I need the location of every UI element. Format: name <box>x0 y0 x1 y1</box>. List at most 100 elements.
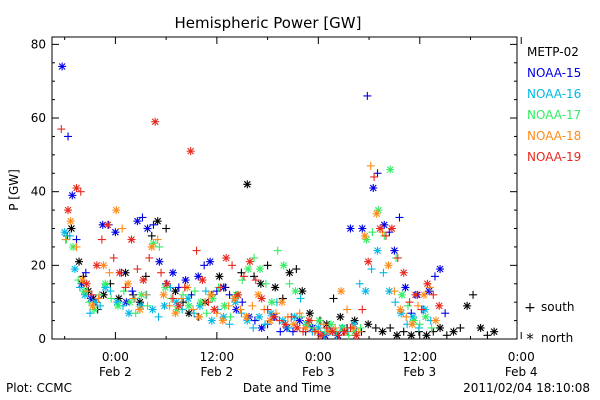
south-point <box>429 290 438 299</box>
north-point <box>463 301 472 310</box>
x-tick-date-label: Feb 2 <box>99 365 132 379</box>
north-point <box>291 287 300 296</box>
south-point <box>143 301 152 310</box>
north-point <box>396 305 405 314</box>
footer-plot-credit: Plot: CCMC <box>6 381 72 395</box>
north-point <box>155 257 164 266</box>
north-point <box>242 312 251 321</box>
south-point <box>138 213 147 222</box>
legend-item: METP-02 <box>527 45 579 59</box>
north-point <box>298 287 307 296</box>
south-point <box>118 224 127 233</box>
south-point <box>370 172 379 181</box>
south-point <box>61 235 70 244</box>
north-point <box>66 217 75 226</box>
north-point <box>113 301 122 310</box>
north-point <box>327 320 335 329</box>
south-point <box>296 294 305 303</box>
south-point <box>236 305 245 314</box>
north-point <box>82 279 91 288</box>
north-point <box>277 298 286 307</box>
north-point <box>350 316 359 325</box>
south-point <box>249 323 258 332</box>
south-point <box>405 298 414 307</box>
south-point <box>190 287 199 296</box>
south-point <box>107 294 116 303</box>
north-point <box>380 220 389 229</box>
south-point <box>319 320 328 329</box>
south-point <box>153 235 162 244</box>
south-point <box>366 161 375 170</box>
south-point <box>106 287 115 296</box>
north-point <box>198 276 207 285</box>
chart-title: Hemispheric Power [GW] <box>175 14 362 32</box>
legend-item: NOAA-17 <box>527 108 581 122</box>
south-point <box>239 272 248 281</box>
north-point <box>358 224 367 233</box>
south-point <box>356 323 365 332</box>
south-point <box>200 261 209 270</box>
south-point <box>202 309 211 318</box>
north-point <box>346 224 355 233</box>
south-point <box>57 125 66 134</box>
south-point <box>442 331 451 340</box>
north-point <box>399 268 408 277</box>
north-point <box>127 235 136 244</box>
south-point <box>250 253 259 262</box>
footer-timestamp: 2011/02/04 18:10:08 <box>463 381 590 395</box>
south-point <box>417 305 426 314</box>
south-point <box>154 312 163 321</box>
south-point <box>299 327 308 336</box>
south-point <box>329 294 338 303</box>
north-point <box>135 305 144 314</box>
south-point <box>295 309 304 318</box>
north-point <box>384 261 393 270</box>
south-point <box>390 287 399 296</box>
north-point <box>99 290 108 299</box>
south-point <box>165 301 174 310</box>
south-point <box>86 309 95 318</box>
north-point <box>340 327 349 336</box>
south-point <box>297 312 306 321</box>
south-point <box>310 327 319 336</box>
south-point <box>228 261 237 270</box>
north-point <box>171 309 180 318</box>
north-point <box>207 316 216 325</box>
north-point <box>64 206 73 215</box>
south-point <box>261 320 270 329</box>
south-point <box>187 290 196 299</box>
south-point <box>94 294 103 303</box>
north-point <box>88 301 97 310</box>
north-point <box>162 279 171 288</box>
south-point <box>368 228 377 237</box>
x-tick-time-label: 12:00 <box>402 350 437 364</box>
south-point <box>226 312 235 321</box>
north-point <box>133 217 142 226</box>
north-point <box>364 257 373 266</box>
north-point <box>392 331 401 340</box>
north-point <box>111 228 120 237</box>
south-point <box>292 265 301 274</box>
north-point <box>337 287 346 296</box>
north-point <box>101 279 110 288</box>
north-point <box>143 224 152 233</box>
north-point <box>449 327 458 336</box>
north-point <box>386 165 395 174</box>
south-point <box>97 235 106 244</box>
x-tick-time-label: 0:00 <box>508 350 535 364</box>
south-point <box>157 268 166 277</box>
south-point <box>250 316 259 325</box>
north-point <box>387 224 396 233</box>
south-point <box>141 290 150 299</box>
south-point <box>109 253 118 262</box>
north-point <box>435 301 444 310</box>
south-point <box>190 309 199 318</box>
south-point <box>168 294 177 303</box>
south-point <box>248 301 257 310</box>
x-tick-time-label: 0:00 <box>305 350 332 364</box>
south-point <box>155 242 164 251</box>
south-point <box>72 242 81 251</box>
north-point <box>139 276 148 285</box>
